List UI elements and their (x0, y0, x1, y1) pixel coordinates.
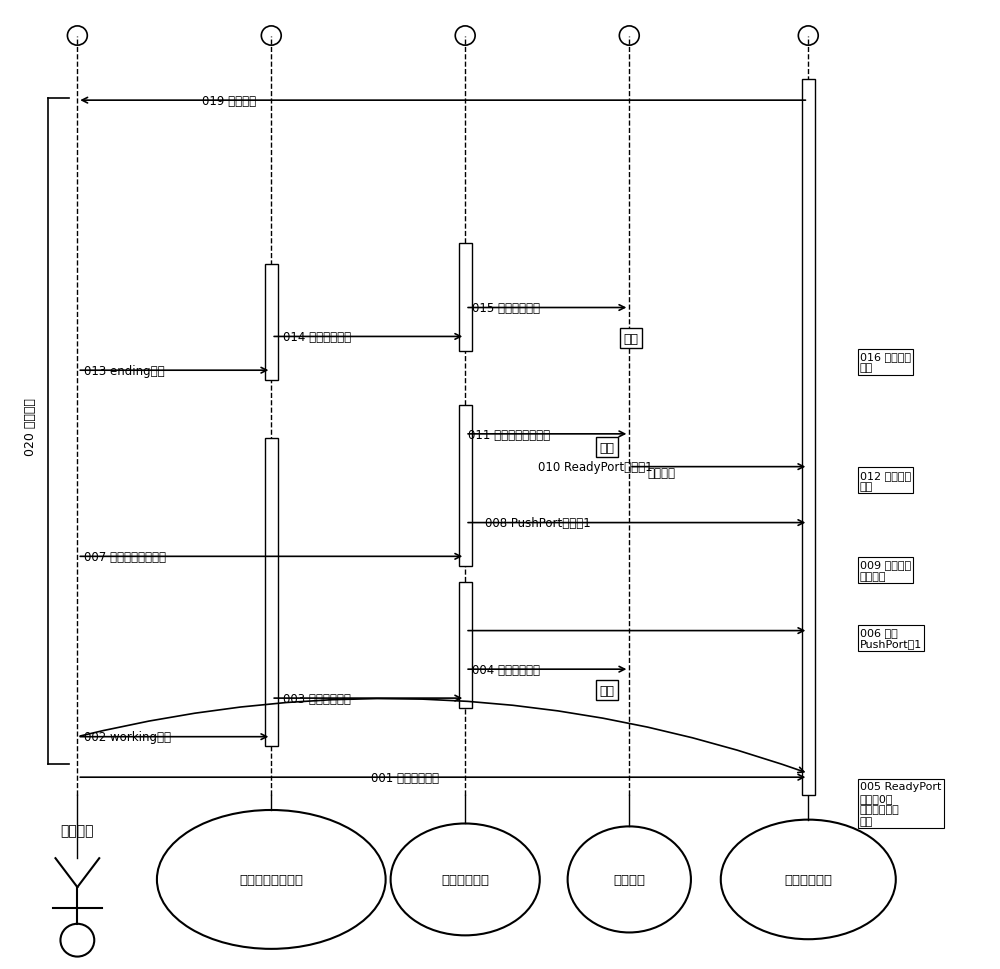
Text: 忽略: 忽略 (599, 684, 614, 697)
Bar (459, 243, 472, 352)
Bar (265, 438, 278, 746)
Text: 交换单元: 交换单元 (613, 873, 645, 886)
Text: 端口控制单元: 端口控制单元 (441, 873, 489, 886)
Text: 005 ReadyPort
端口置0、
弹出待加工工
作台: 005 ReadyPort 端口置0、 弹出待加工工 作台 (860, 781, 941, 826)
Text: 循环线程: 循环线程 (647, 466, 675, 480)
Text: 015 状态改变消息: 015 状态改变消息 (472, 302, 540, 315)
Text: 循环线程单元: 循环线程单元 (784, 873, 832, 886)
Text: 007 推入待加工工作台: 007 推入待加工工作台 (84, 550, 166, 564)
Bar (459, 405, 472, 567)
Text: 012 等待加工
完成: 012 等待加工 完成 (860, 470, 911, 491)
Text: 013 ending状态: 013 ending状态 (84, 364, 165, 378)
Text: 008 PushPort端口置1: 008 PushPort端口置1 (485, 516, 591, 530)
Text: 002 working状态: 002 working状态 (84, 731, 171, 743)
Text: 016 等待交换
完成: 016 等待交换 完成 (860, 352, 911, 373)
Text: 交换: 交换 (623, 332, 638, 345)
Text: 001 启动循环线程: 001 启动循环线程 (371, 771, 439, 784)
Bar (802, 79, 815, 795)
Bar (265, 265, 278, 381)
Text: 006 等待
PushPort置1: 006 等待 PushPort置1 (860, 627, 922, 648)
Bar (459, 582, 472, 708)
Text: 014 状态改变消息: 014 状态改变消息 (283, 330, 351, 344)
Text: 加工状态控制单元: 加工状态控制单元 (239, 873, 303, 886)
Text: 019 交换完成: 019 交换完成 (202, 95, 256, 108)
Text: 忽略: 忽略 (599, 441, 614, 454)
Text: 010 ReadyPort端口置1: 010 ReadyPort端口置1 (538, 461, 652, 474)
Text: 020 交换加工: 020 交换加工 (24, 398, 37, 455)
Text: 011 端口信号改变消息: 011 端口信号改变消息 (468, 428, 550, 441)
Text: 003 状态改变消息: 003 状态改变消息 (283, 692, 351, 705)
Text: 004 状态改变消息: 004 状态改变消息 (472, 663, 540, 676)
Text: 009 推入待加
工工作台: 009 推入待加 工工作台 (860, 560, 911, 581)
Text: 加工程序: 加工程序 (61, 824, 94, 837)
